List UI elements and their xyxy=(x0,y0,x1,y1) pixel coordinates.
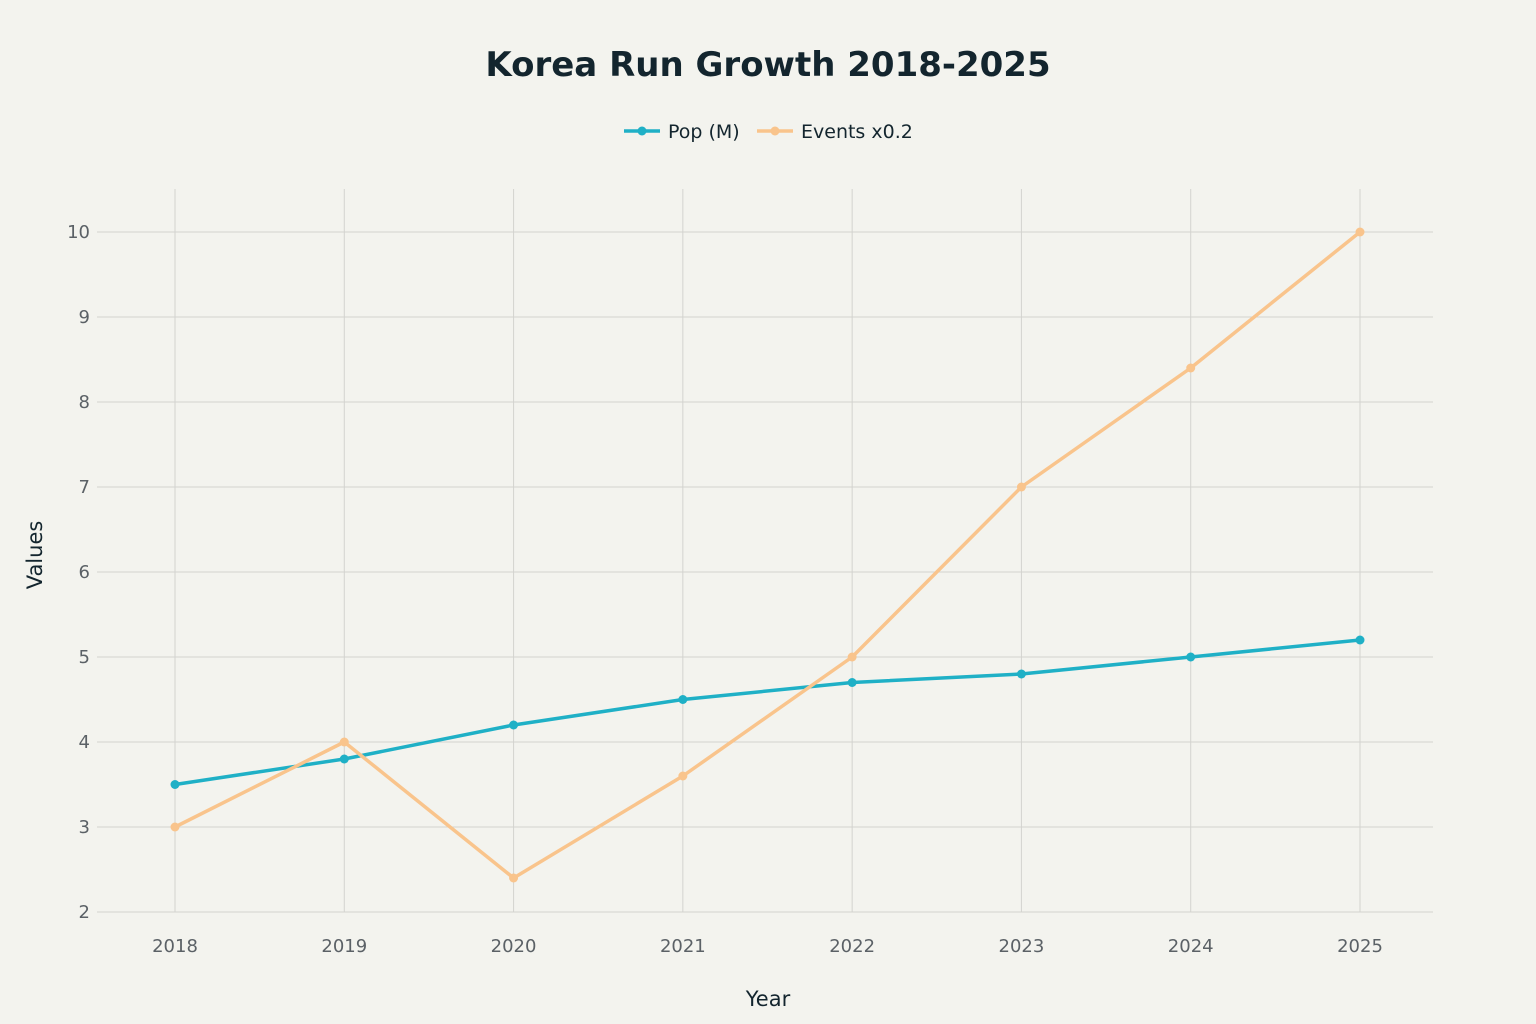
legend-marker-pop xyxy=(637,126,647,136)
series-group xyxy=(170,227,1365,883)
x-tick-label: 2022 xyxy=(829,936,875,957)
y-tick-label: 10 xyxy=(67,222,90,243)
legend-item-events[interactable]: Events x0.2 xyxy=(757,121,913,143)
y-tick-label: 4 xyxy=(79,732,90,753)
y-tick-label: 6 xyxy=(79,562,90,583)
x-axis-ticks: 2018 2019 2020 2021 2022 2023 2024 2025 xyxy=(152,936,1383,957)
x-tick-label: 2021 xyxy=(660,936,706,957)
data-point[interactable] xyxy=(1186,652,1196,662)
data-point[interactable] xyxy=(1355,227,1365,237)
legend-item-pop[interactable]: Pop (M) xyxy=(624,121,740,143)
data-point[interactable] xyxy=(847,652,857,662)
y-tick-label: 8 xyxy=(79,392,90,413)
x-tick-label: 2018 xyxy=(152,936,198,957)
data-point[interactable] xyxy=(170,822,180,832)
data-point[interactable] xyxy=(339,737,349,747)
data-point[interactable] xyxy=(1355,635,1365,645)
data-point[interactable] xyxy=(678,695,688,704)
data-point[interactable] xyxy=(847,678,857,687)
legend: Pop (M) Events x0.2 xyxy=(624,121,913,143)
y-axis-ticks: 2 3 4 5 6 7 8 9 10 xyxy=(67,222,90,923)
data-point[interactable] xyxy=(678,771,688,781)
x-tick-label: 2019 xyxy=(321,936,367,957)
data-point[interactable] xyxy=(1186,363,1196,373)
series-line xyxy=(174,638,1361,787)
data-point[interactable] xyxy=(509,720,519,730)
x-tick-label: 2024 xyxy=(1168,936,1214,957)
x-axis-label: Year xyxy=(745,987,791,1011)
y-tick-label: 2 xyxy=(79,902,90,923)
data-point[interactable] xyxy=(1016,482,1026,492)
grid xyxy=(97,189,1433,913)
y-tick-label: 5 xyxy=(79,647,90,668)
legend-marker-events xyxy=(770,126,780,136)
data-point[interactable] xyxy=(509,873,519,883)
data-point[interactable] xyxy=(339,754,349,764)
data-point[interactable] xyxy=(1016,669,1026,679)
x-tick-label: 2020 xyxy=(491,936,537,957)
series-events xyxy=(170,227,1365,883)
series-line xyxy=(174,230,1362,880)
x-tick-label: 2023 xyxy=(999,936,1045,957)
chart-title: Korea Run Growth 2018-2025 xyxy=(485,45,1050,85)
y-tick-label: 9 xyxy=(79,307,90,328)
series-pop xyxy=(170,635,1365,789)
legend-label-events: Events x0.2 xyxy=(801,121,913,143)
y-tick-label: 3 xyxy=(79,817,90,838)
legend-label-pop: Pop (M) xyxy=(668,121,740,143)
y-axis-label: Values xyxy=(23,521,47,590)
y-tick-label: 7 xyxy=(79,477,90,498)
x-tick-label: 2025 xyxy=(1337,936,1383,957)
data-point[interactable] xyxy=(170,780,180,789)
